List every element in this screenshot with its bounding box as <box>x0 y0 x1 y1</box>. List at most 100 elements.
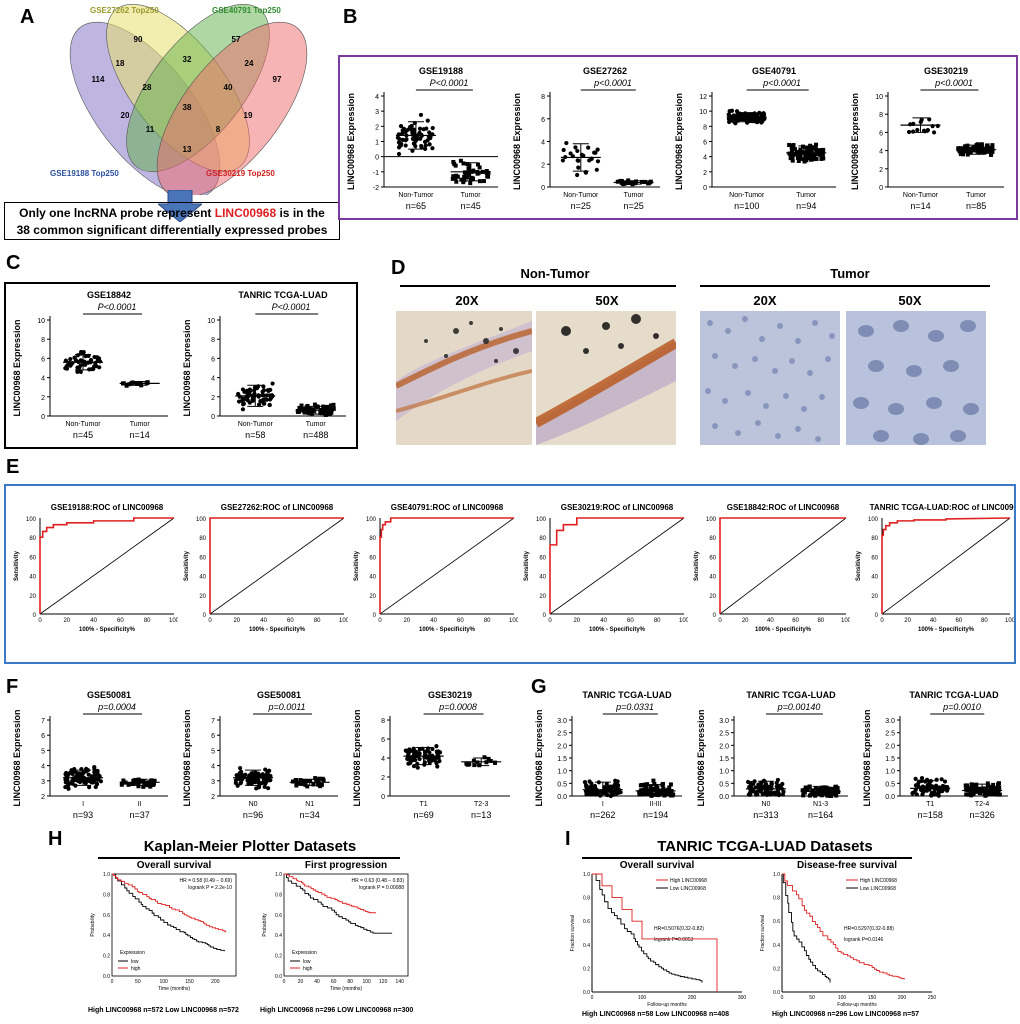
data-point <box>465 162 470 167</box>
data-point <box>91 780 96 785</box>
km-curve-low <box>284 873 393 934</box>
y-tick-label: 0 <box>703 185 707 192</box>
data-point <box>807 784 812 789</box>
data-point <box>65 780 70 786</box>
data-point <box>798 147 803 152</box>
x-tick-label: 40 <box>767 618 774 624</box>
y-tick-label: 0.0 <box>583 990 590 996</box>
data-point <box>803 150 808 155</box>
logrank-p: logrank P = 0.00088 <box>359 885 404 891</box>
y-tick-label: 2.5 <box>557 731 567 738</box>
data-point <box>130 782 135 787</box>
data-point <box>971 791 976 796</box>
data-point <box>985 784 990 789</box>
roc-curve <box>379 517 514 614</box>
sample-size: n=14 <box>130 430 150 440</box>
y-tick-label: 3.0 <box>885 718 895 725</box>
data-point <box>639 788 644 793</box>
x-tick-label: 100 <box>1005 618 1014 624</box>
venn-ellipse-gse30219 <box>156 21 308 195</box>
data-point <box>126 782 131 787</box>
data-point <box>958 146 963 151</box>
data-point <box>459 177 464 182</box>
reference-line <box>209 517 345 615</box>
data-point <box>982 150 987 155</box>
data-point <box>748 792 753 797</box>
y-tick-label: 8 <box>541 94 545 101</box>
data-point <box>805 148 810 153</box>
panel-i-underline <box>582 857 912 859</box>
data-point <box>233 780 238 786</box>
venn-count: 28 <box>143 83 152 92</box>
data-point <box>638 792 643 797</box>
y-tick-label: 60 <box>871 555 878 561</box>
data-point <box>969 782 974 787</box>
legend-low: Low LINC00968 <box>670 886 706 892</box>
data-point <box>612 792 617 797</box>
data-point <box>576 165 581 170</box>
data-point <box>595 159 601 164</box>
data-point <box>587 158 592 163</box>
data-point <box>968 150 973 155</box>
data-point <box>790 158 795 163</box>
x-tick-label: 140 <box>396 979 405 985</box>
data-point <box>960 152 965 157</box>
venn-label-gse27262: GSE27262 Top250 <box>90 6 159 15</box>
sample-size: n=65 <box>406 201 426 211</box>
data-point <box>92 767 97 772</box>
data-point <box>575 172 580 178</box>
chart-title: GSE40791 <box>752 66 796 76</box>
data-point <box>302 406 307 411</box>
data-point <box>148 784 153 789</box>
data-point <box>973 145 978 150</box>
hazard-ratio: HR=0.5297(0.32-0.88) <box>844 926 894 932</box>
sample-size: n=262 <box>590 810 615 820</box>
y-tick-label: 0 <box>543 613 547 619</box>
data-point <box>820 154 825 159</box>
x-tick-label: 40 <box>430 618 437 624</box>
y-tick-label: 0.8 <box>583 896 590 902</box>
reference-line <box>549 517 685 615</box>
y-tick-label: 0.0 <box>275 974 282 980</box>
data-point <box>482 755 487 760</box>
data-point <box>303 410 308 415</box>
y-tick-label: 0 <box>203 613 207 619</box>
data-point <box>990 143 995 148</box>
x-tick-label: 0 <box>111 979 114 985</box>
y-tick-label: 2 <box>703 170 707 177</box>
scatter-chart-tcga-n: TANRIC TCGA-LUAD p=0.00140 0.0 0.5 1.0 1.5 2.0… <box>696 690 848 820</box>
x-category-label: N0 <box>761 801 770 808</box>
venn-count: 13 <box>183 145 192 154</box>
venn-count: 38 <box>183 103 192 112</box>
data-point <box>466 172 471 177</box>
data-point <box>259 781 264 786</box>
data-point <box>430 125 435 131</box>
chart-title: GSE30219 <box>924 66 968 76</box>
panel-label-a: A <box>20 6 35 28</box>
data-point <box>430 146 435 151</box>
data-point <box>648 784 653 789</box>
roc-title: GSE19188:ROC of LINC00968 <box>51 503 164 512</box>
y-tick-label: 0.4 <box>275 933 282 939</box>
data-point <box>809 792 814 797</box>
data-point <box>560 158 566 163</box>
y-tick-label: 60 <box>199 555 206 561</box>
km-chart-tcga-disease-free: Disease-free survival 0.0 0.2 0.4 0.6 0.8 1.0 0… <box>760 860 936 1018</box>
y-tick-label: 60 <box>369 555 376 561</box>
y-tick-label: 0.2 <box>583 966 590 972</box>
roc-title: GSE18842:ROC of LINC00968 <box>727 503 840 512</box>
data-point <box>256 402 262 407</box>
data-point <box>991 787 996 792</box>
y-tick-label: 0.4 <box>773 943 780 949</box>
data-point <box>413 144 418 149</box>
data-point <box>262 401 267 406</box>
y-tick-label: 2 <box>541 162 545 169</box>
data-point <box>965 783 970 788</box>
data-point <box>805 787 810 792</box>
chart-title: GSE50081 <box>87 690 131 700</box>
data-point <box>298 406 303 411</box>
data-point <box>466 166 471 171</box>
y-tick-label: 0.0 <box>103 974 110 980</box>
x-axis-label: Time (months) <box>330 986 362 992</box>
x-tick-label: 150 <box>868 995 877 1001</box>
